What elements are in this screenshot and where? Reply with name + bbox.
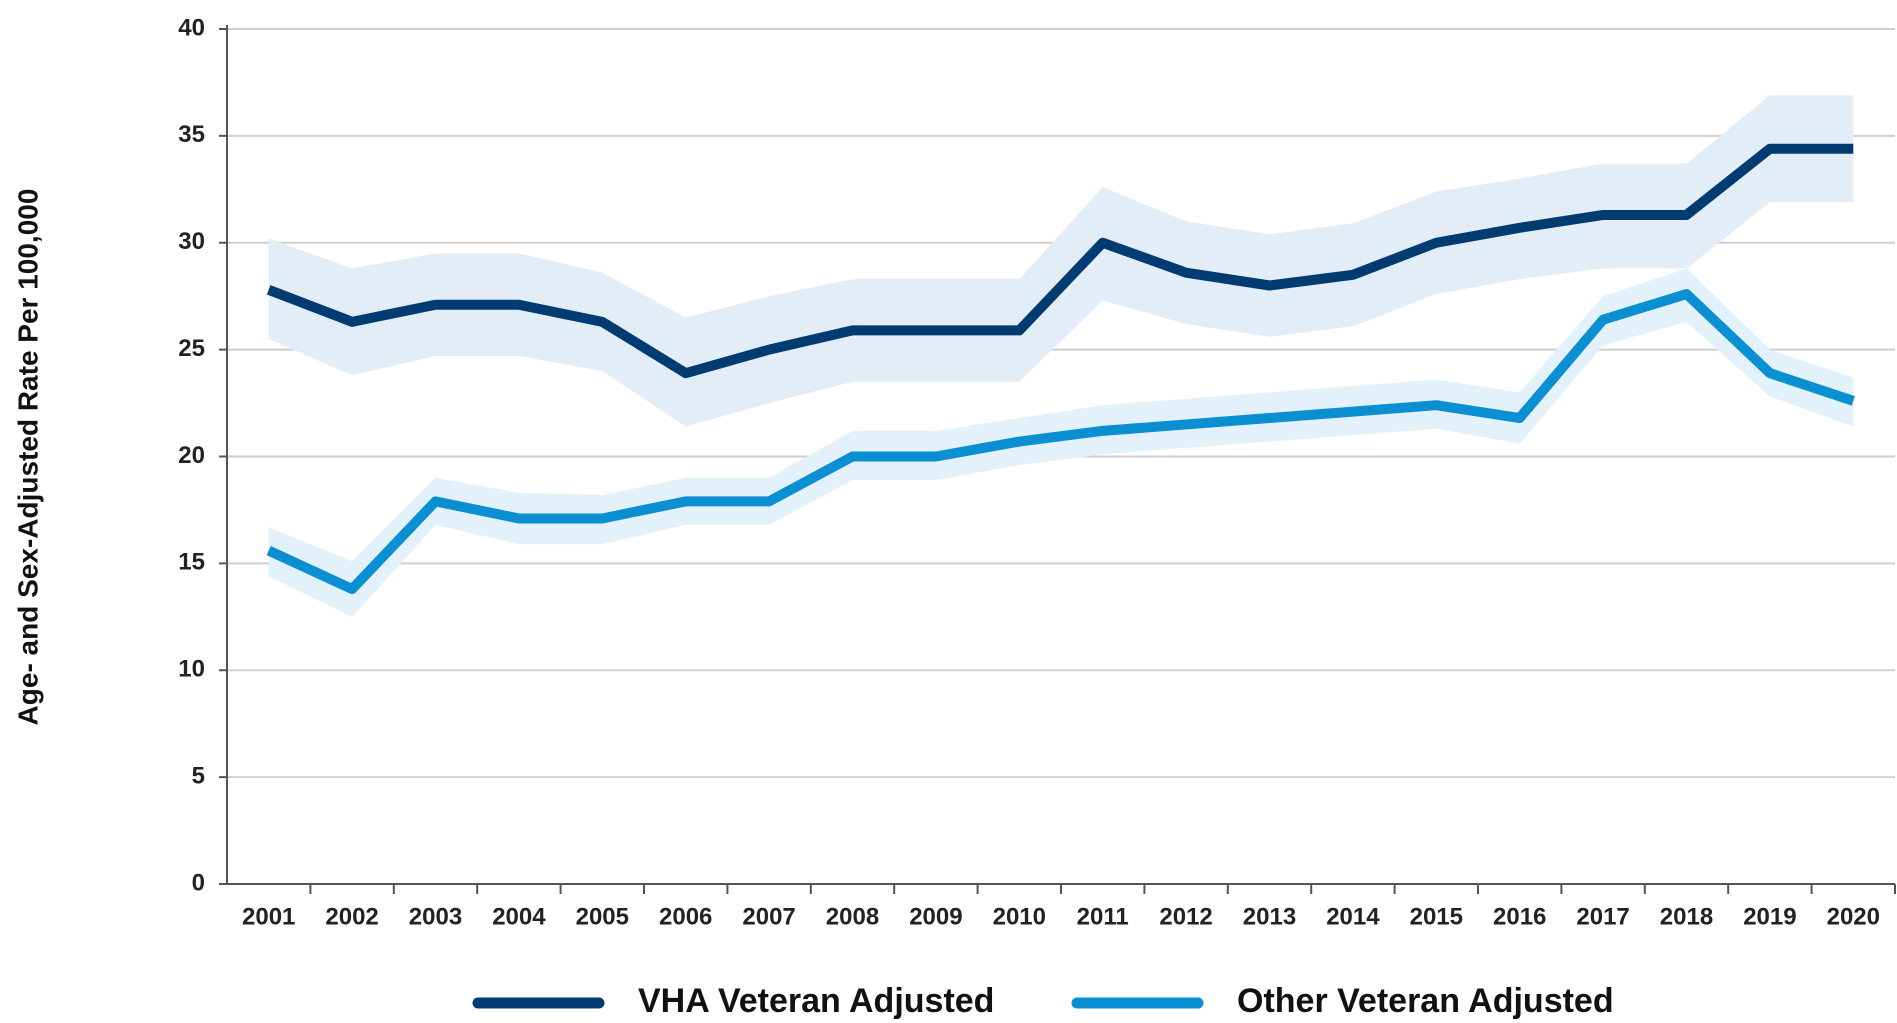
y-axis-label: Age- and Sex-Adjusted Rate Per 100,000 <box>12 189 43 726</box>
y-tick-label: 30 <box>178 228 205 255</box>
x-tick-label: 2015 <box>1410 903 1463 930</box>
y-tick-label: 25 <box>178 335 205 362</box>
x-tick-label: 2014 <box>1326 903 1380 930</box>
series-line <box>266 289 1855 595</box>
series-line <box>266 143 1854 379</box>
x-tick-label: 2019 <box>1743 903 1796 930</box>
x-tick-label: 2011 <box>1077 903 1129 930</box>
y-tick-label: 5 <box>192 762 205 789</box>
x-tick-label: 2020 <box>1827 903 1880 930</box>
y-tick-label: 35 <box>178 121 205 148</box>
x-tick-label: 2001 <box>242 903 295 930</box>
x-tick-label: 2010 <box>993 903 1046 930</box>
confidence-band <box>268 95 1854 427</box>
x-tick-label: 2012 <box>1159 903 1212 930</box>
x-tick-label: 2013 <box>1243 903 1296 930</box>
legend-label: Other Veteran Adjusted <box>1237 982 1614 1020</box>
x-tick-label: 2006 <box>659 903 712 930</box>
y-tick-label: 20 <box>178 442 205 469</box>
x-tick-label: 2016 <box>1493 903 1546 930</box>
x-tick-label: 2017 <box>1576 903 1629 930</box>
y-tick-label: 0 <box>192 869 205 896</box>
x-tick-label: 2002 <box>325 903 378 930</box>
y-tick-label: 15 <box>178 549 205 576</box>
y-tick-label: 10 <box>178 656 205 683</box>
y-tick-label: 40 <box>178 14 205 41</box>
x-tick-label: 2018 <box>1660 903 1713 930</box>
x-tick-label: 2008 <box>826 903 879 930</box>
x-tick-label: 2005 <box>576 903 629 930</box>
x-tick-label: 2009 <box>909 903 962 930</box>
x-tick-label: 2003 <box>409 903 462 930</box>
legend-label: VHA Veteran Adjusted <box>638 982 994 1020</box>
x-tick-label: 2004 <box>492 903 546 930</box>
x-tick-label: 2007 <box>742 903 795 930</box>
confidence-band <box>268 268 1854 617</box>
